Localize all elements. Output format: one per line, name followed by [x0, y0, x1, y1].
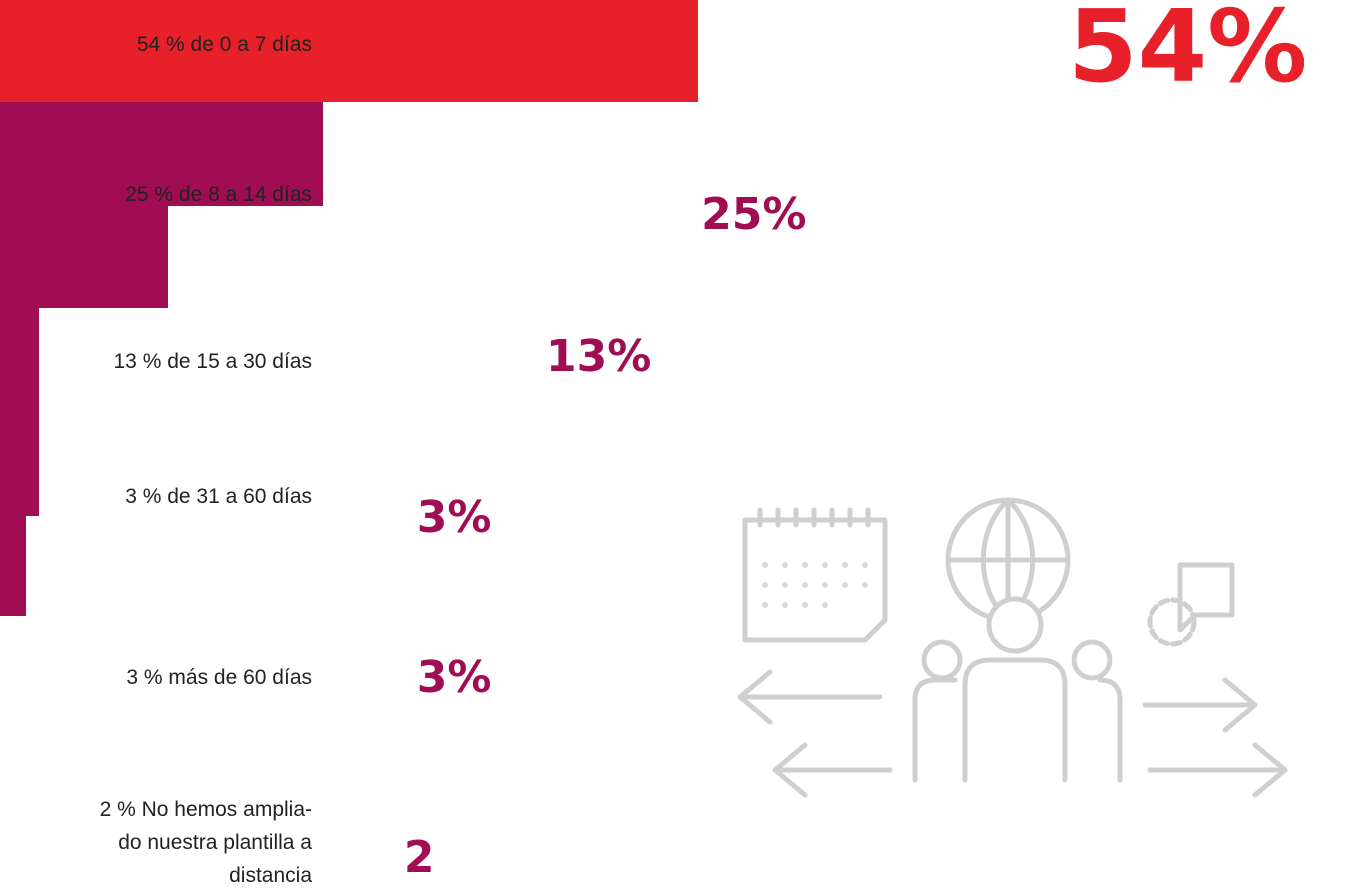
category-label: 13 % de 15 a 30 días — [113, 350, 313, 373]
value-label: 13% — [546, 331, 652, 382]
category-label: 2 % No hemos amplia- do nuestra plantill… — [99, 798, 312, 887]
category-label: 3 % de 31 a 60 días — [125, 485, 312, 508]
bar — [0, 412, 39, 516]
value-label: 3% — [416, 492, 492, 543]
bar — [0, 102, 324, 206]
bar — [0, 516, 26, 616]
value-label: 2 — [403, 832, 435, 883]
category-label: 3 % más de 60 días — [126, 666, 312, 689]
value-label: 3% — [416, 652, 492, 703]
category-label: 54 % de 0 a 7 días — [136, 33, 312, 56]
bar — [0, 0, 698, 102]
bar — [0, 308, 39, 412]
category-label: 25 % de 8 a 14 días — [125, 183, 312, 206]
bar — [0, 206, 169, 308]
value-label: 54% — [1068, 0, 1308, 105]
value-label: 25% — [701, 189, 807, 240]
